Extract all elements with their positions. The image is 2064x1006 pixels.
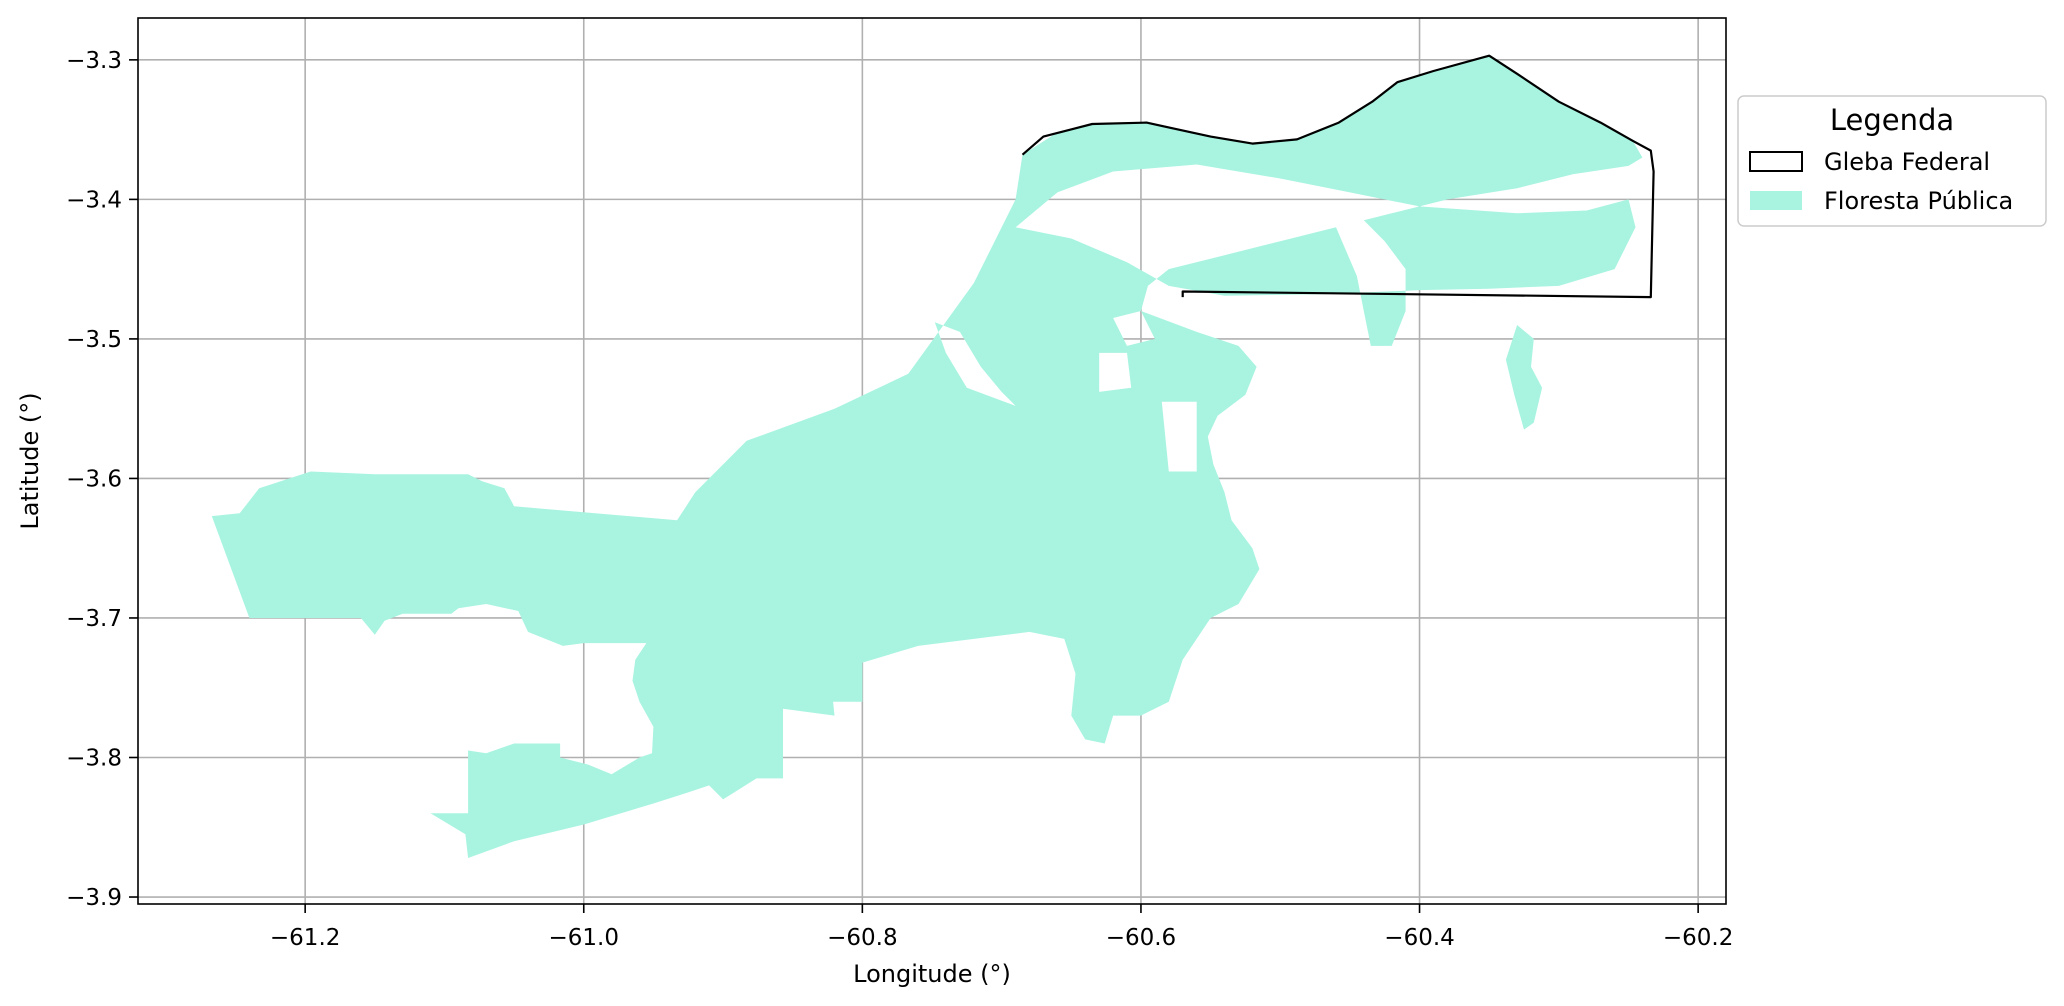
x-tick-label: −61.2 <box>270 925 340 951</box>
x-tick-label: −60.2 <box>1663 925 1733 951</box>
forest-layer <box>211 55 1643 858</box>
x-tick-label: −60.6 <box>1106 925 1176 951</box>
legend-swatch-floresta <box>1750 191 1802 210</box>
grid-lines <box>138 18 1726 904</box>
legend: Legenda Gleba Federal Floresta Pública <box>1737 95 2047 227</box>
legend-title: Legenda <box>1830 103 1954 137</box>
y-tick-label: −3.9 <box>66 885 122 911</box>
x-tick-label: −61.0 <box>549 925 619 951</box>
plot-frame <box>137 17 1727 905</box>
y-tick-label: −3.5 <box>66 327 122 353</box>
forest-polygon <box>211 55 1643 858</box>
legend-label-floresta: Floresta Pública <box>1824 187 2013 215</box>
legend-box <box>1737 95 2047 227</box>
legend-swatch-gleba <box>1749 151 1803 172</box>
axis-ticks: −61.2 −61.0 −60.8 −60.6 −60.4 −60.2 −3.3 −3.4 −3… <box>66 48 1733 951</box>
x-axis-title: Longitude (°) <box>853 960 1011 988</box>
x-tick-label: −60.4 <box>1384 925 1454 951</box>
y-tick-label: −3.7 <box>66 606 122 632</box>
gleba-outline <box>1021 54 1655 299</box>
x-tick-label: −60.8 <box>827 925 897 951</box>
legend-label-gleba: Gleba Federal <box>1824 148 1990 176</box>
gleba-outline-layer <box>1021 54 1655 299</box>
y-axis-title: Latitude (°) <box>16 392 44 529</box>
y-tick-label: −3.8 <box>66 745 122 771</box>
y-tick-label: −3.6 <box>66 466 122 492</box>
y-tick-label: −3.3 <box>66 48 122 74</box>
y-tick-label: −3.4 <box>66 187 122 213</box>
